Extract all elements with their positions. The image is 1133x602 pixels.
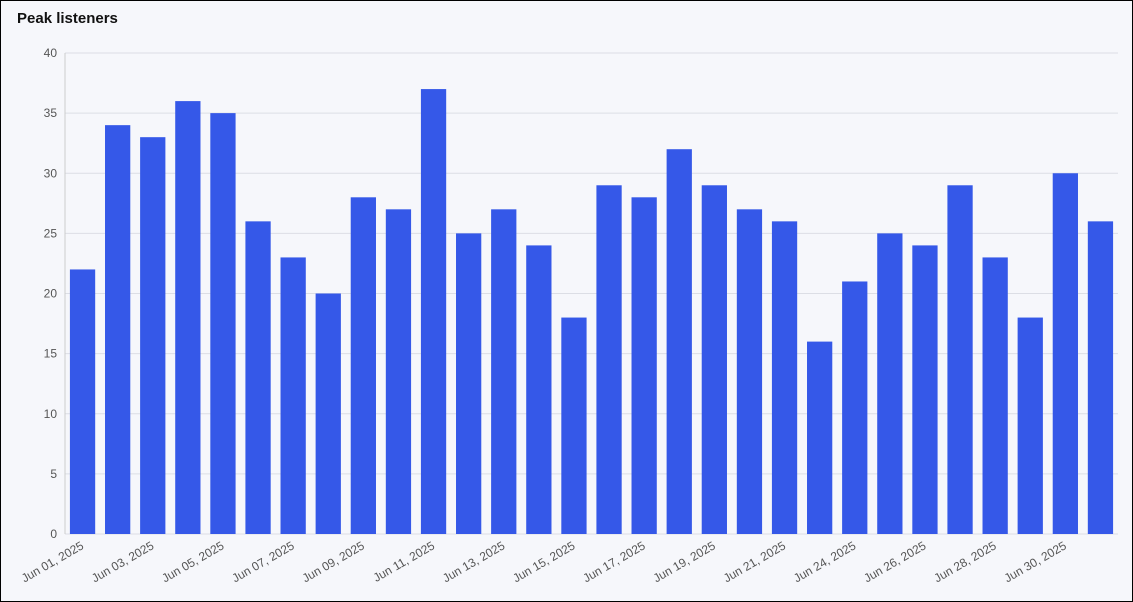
x-tick-label: Jun 26, 2025	[861, 538, 928, 585]
bar	[175, 101, 201, 534]
bar	[666, 149, 692, 534]
x-tick-label: Jun 13, 2025	[440, 538, 507, 585]
bar	[280, 257, 306, 534]
x-tick-label: Jun 01, 2025	[19, 538, 86, 585]
bar	[912, 245, 938, 534]
bar	[315, 293, 341, 534]
y-tick-label: 30	[44, 166, 58, 180]
y-tick-label: 15	[44, 347, 58, 361]
bar	[736, 209, 763, 534]
x-tick-label: Jun 15, 2025	[510, 538, 577, 585]
bar	[350, 197, 376, 535]
bar	[842, 281, 868, 534]
bar	[877, 233, 903, 534]
bar	[526, 245, 552, 534]
x-tick-label: Jun 30, 2025	[1002, 538, 1069, 585]
bar	[561, 317, 587, 534]
x-tick-label: Jun 21, 2025	[721, 538, 788, 585]
y-tick-label: 5	[50, 467, 57, 481]
x-tick-label: Jun 11, 2025	[371, 538, 438, 585]
bar	[456, 233, 482, 534]
y-tick-label: 10	[44, 407, 58, 421]
y-tick-label: 40	[44, 46, 58, 60]
bar	[1017, 317, 1043, 534]
bar	[771, 221, 798, 534]
y-tick-label: 20	[44, 287, 58, 301]
bar	[701, 185, 727, 534]
bar	[1052, 173, 1078, 534]
bar	[807, 341, 833, 534]
x-tick-label: Jun 17, 2025	[581, 538, 648, 585]
x-tick-label: Jun 28, 2025	[932, 538, 999, 585]
bar	[210, 113, 236, 534]
x-tick-label: Jun 05, 2025	[159, 538, 226, 585]
bar	[385, 209, 412, 534]
x-tick-label: Jun 24, 2025	[791, 538, 858, 585]
bar	[140, 137, 166, 535]
bar	[245, 221, 271, 534]
y-tick-label: 25	[44, 226, 58, 240]
bar	[491, 209, 517, 534]
y-tick-label: 0	[50, 527, 57, 541]
bar	[947, 185, 973, 534]
bar	[69, 269, 96, 534]
bar	[1087, 221, 1114, 534]
x-tick-label: Jun 03, 2025	[89, 538, 156, 585]
x-tick-label: Jun 19, 2025	[651, 538, 718, 585]
x-tick-label: Jun 07, 2025	[230, 538, 297, 585]
bar	[982, 257, 1008, 534]
bar	[105, 125, 131, 535]
bar	[596, 185, 622, 534]
bar	[420, 89, 447, 534]
bar	[631, 197, 657, 535]
x-tick-label: Jun 09, 2025	[300, 538, 367, 585]
chart-title: Peak listeners	[17, 10, 118, 27]
y-tick-label: 35	[44, 106, 58, 120]
